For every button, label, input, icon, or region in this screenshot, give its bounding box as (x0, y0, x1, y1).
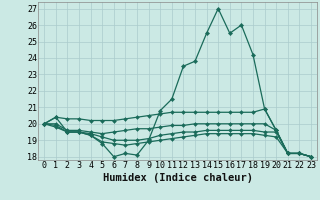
X-axis label: Humidex (Indice chaleur): Humidex (Indice chaleur) (103, 173, 252, 183)
